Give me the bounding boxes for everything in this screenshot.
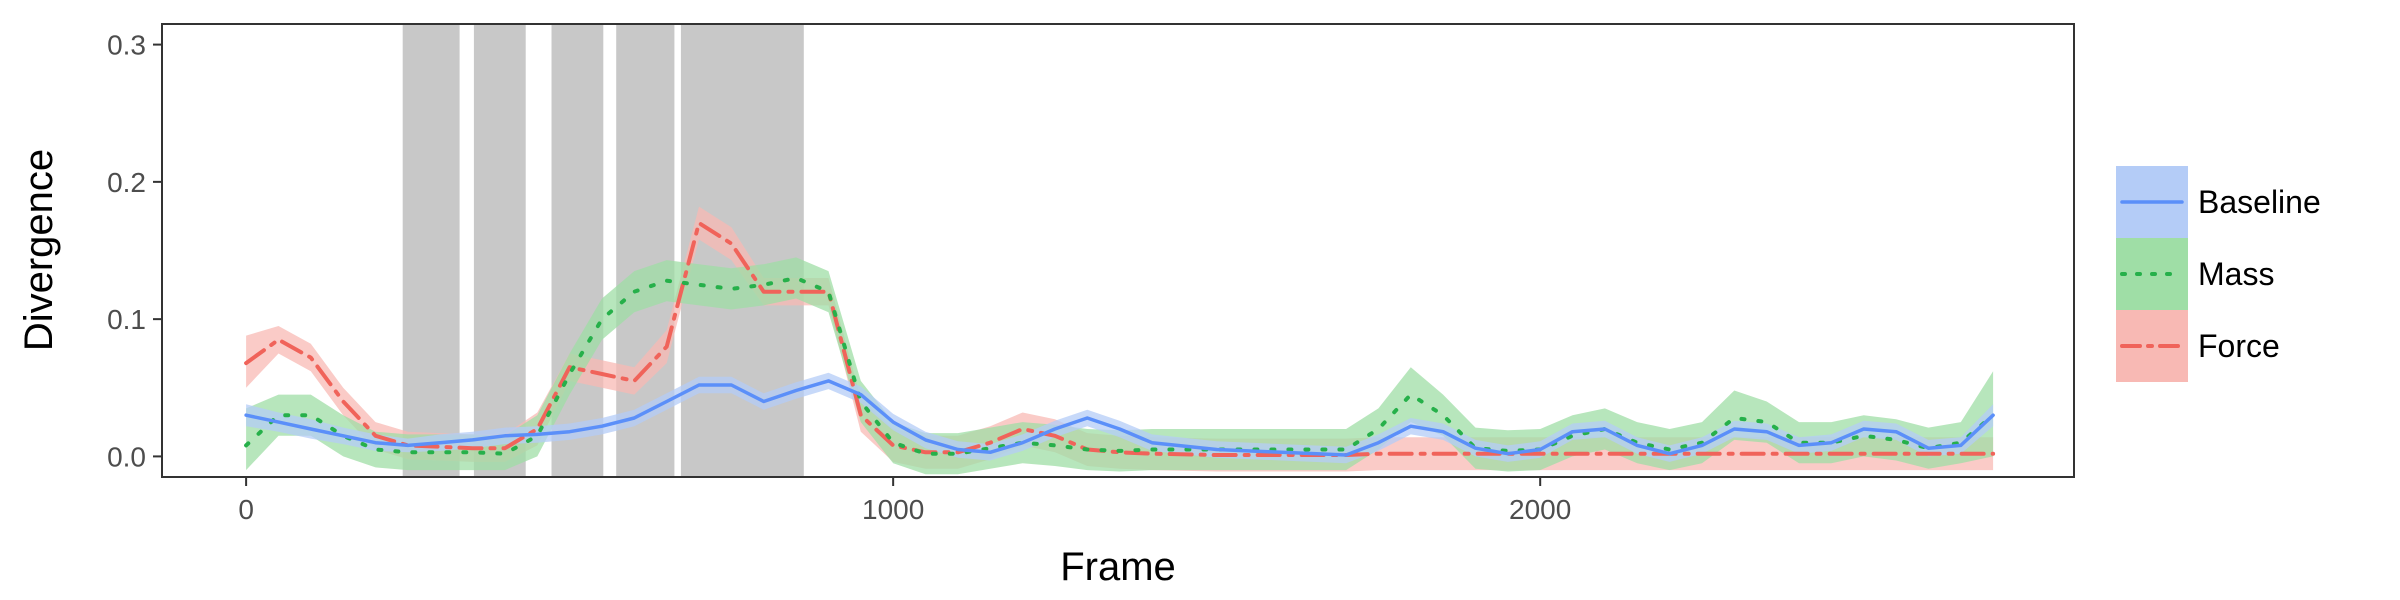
legend: Baseline Mass Force — [2116, 166, 2321, 382]
y-tick-label: 0.1 — [107, 304, 146, 335]
line-baseline — [244, 379, 1995, 457]
legend-label: Baseline — [2198, 184, 2321, 220]
legend-item-baseline: Baseline — [2116, 166, 2321, 238]
x-axis-title: Frame — [1060, 545, 1176, 589]
line-force — [244, 221, 1996, 457]
y-tick-label: 0.2 — [107, 167, 146, 198]
x-tick-label: 1000 — [862, 494, 924, 525]
legend-item-force: Force — [2116, 310, 2280, 382]
shaded-region-2 — [473, 24, 526, 477]
line-mass — [244, 276, 1996, 456]
shaded-region-1 — [402, 24, 460, 477]
legend-label: Mass — [2198, 256, 2274, 292]
y-axis-title: Divergence — [17, 149, 61, 351]
y-axis: 0.0 0.1 0.2 0.3 — [107, 30, 162, 472]
y-tick-label: 0.3 — [107, 30, 146, 61]
plot-panel-border — [161, 23, 2075, 478]
y-tick-label: 0.0 — [107, 441, 146, 472]
legend-label: Force — [2198, 328, 2280, 364]
x-axis: 0 1000 2000 — [238, 477, 1571, 525]
series-lines — [244, 221, 1996, 457]
x-tick-label: 0 — [238, 494, 254, 525]
legend-item-mass: Mass — [2116, 238, 2274, 310]
x-tick-label: 2000 — [1509, 494, 1571, 525]
